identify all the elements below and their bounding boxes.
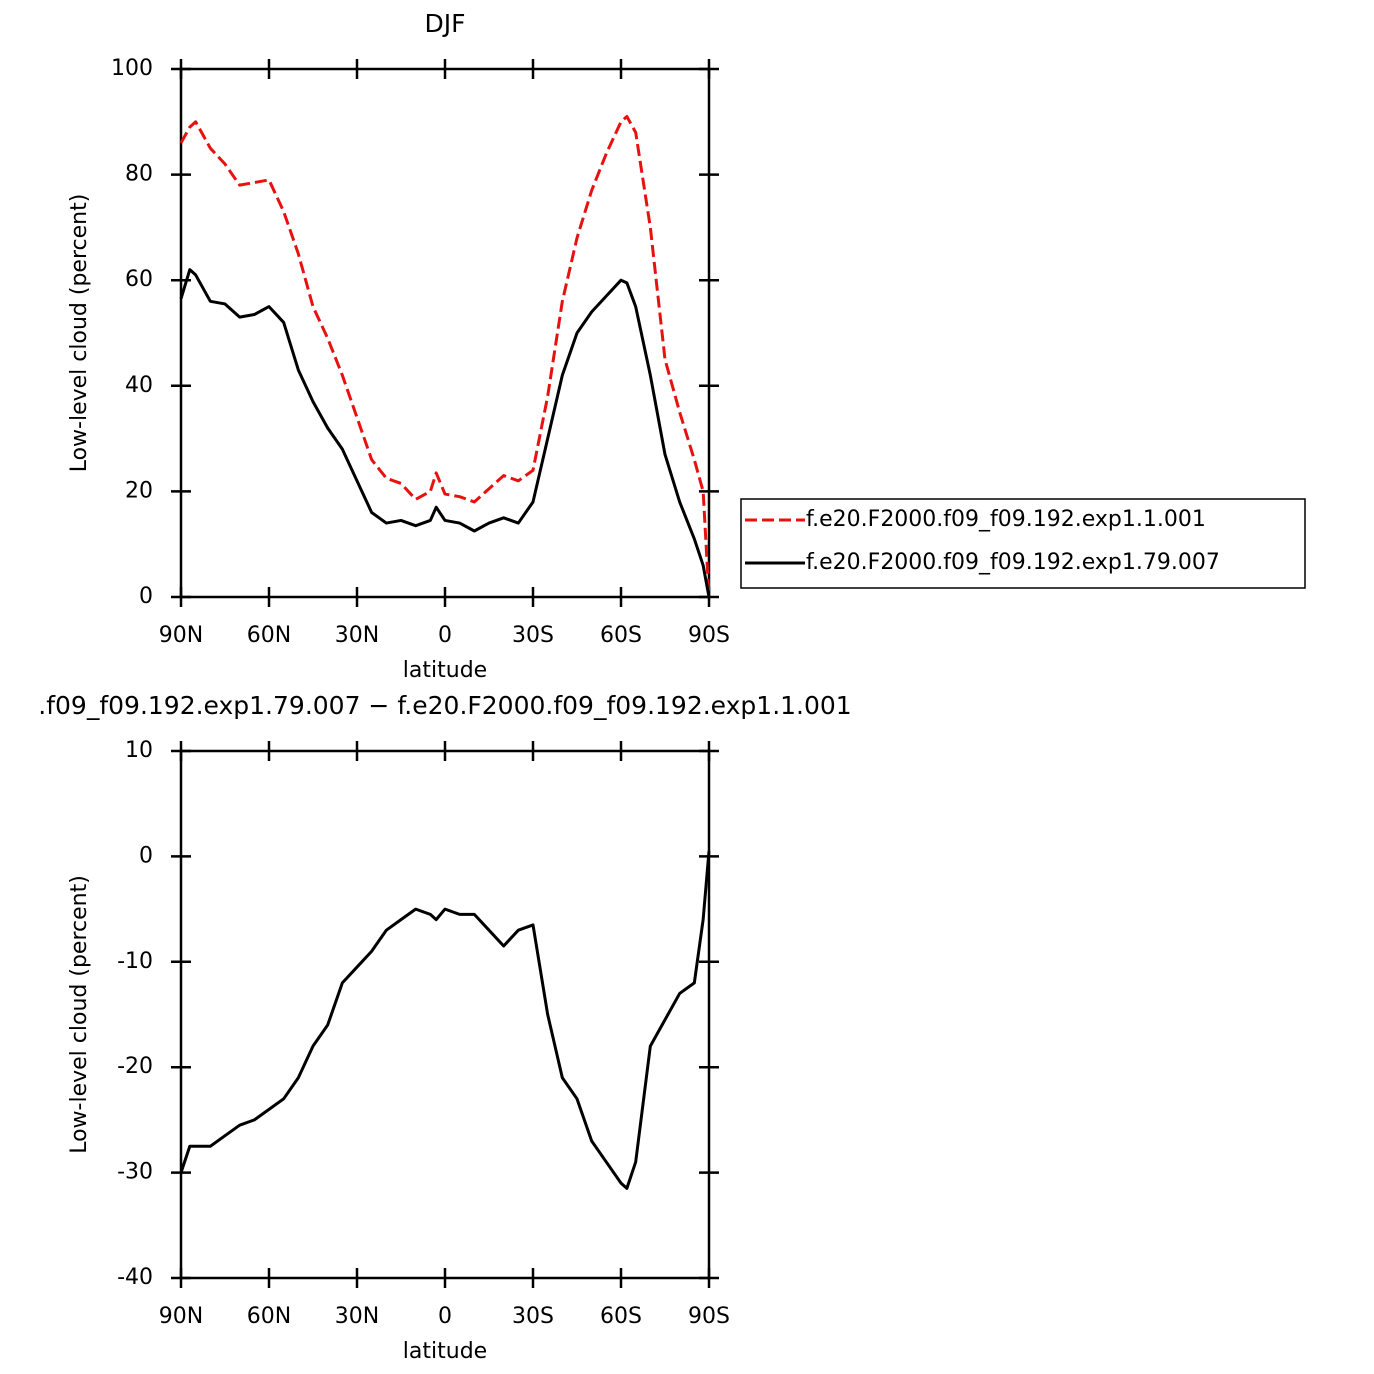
chart-title: DJF (424, 9, 465, 38)
y-tick-label: 0 (139, 584, 153, 609)
x-tick-label: 30N (335, 623, 379, 648)
x-tick-label: 60N (247, 1304, 291, 1329)
y-tick-label: 20 (125, 478, 153, 503)
y-tick-label: -40 (117, 1265, 153, 1290)
y-tick-label: -30 (117, 1160, 153, 1185)
x-tick-label: 60S (600, 1304, 642, 1329)
legend-label: f.e20.F2000.f09_f09.192.exp1.79.007 (806, 550, 1220, 575)
x-tick-label: 60N (247, 623, 291, 648)
data-line (179, 268, 711, 598)
x-tick-label: 90N (159, 623, 203, 648)
x-axis-label: latitude (403, 658, 487, 683)
y-tick-label: -10 (117, 949, 153, 974)
x-tick-label: 30N (335, 1304, 379, 1329)
x-axis-label: latitude (403, 1339, 487, 1364)
data-line (179, 851, 711, 1190)
x-tick-label: 60S (600, 623, 642, 648)
y-axis-label: Low-level cloud (percent) (67, 194, 92, 473)
x-tick-label: 0 (438, 623, 452, 648)
x-tick-label: 90N (159, 1304, 203, 1329)
y-tick-label: 0 (139, 843, 153, 868)
y-tick-label: 100 (111, 56, 153, 81)
y-tick-label: -20 (117, 1054, 153, 1079)
legend-label: f.e20.F2000.f09_f09.192.exp1.1.001 (806, 507, 1206, 532)
x-tick-label: 30S (512, 623, 554, 648)
x-tick-label: 90S (688, 1304, 730, 1329)
chart-title: .f09_f09.192.exp1.79.007 − f.e20.F2000.f… (38, 691, 851, 720)
x-tick-label: 0 (438, 1304, 452, 1329)
legend-box (740, 498, 1306, 589)
x-tick-label: 90S (688, 623, 730, 648)
data-line (179, 115, 711, 598)
y-tick-label: 80 (125, 162, 153, 187)
y-tick-label: 60 (125, 267, 153, 292)
plot-frame (179, 749, 711, 1280)
y-tick-label: 40 (125, 373, 153, 398)
y-axis-label: Low-level cloud (percent) (67, 875, 92, 1154)
y-tick-label: 10 (125, 738, 153, 763)
x-tick-label: 30S (512, 1304, 554, 1329)
